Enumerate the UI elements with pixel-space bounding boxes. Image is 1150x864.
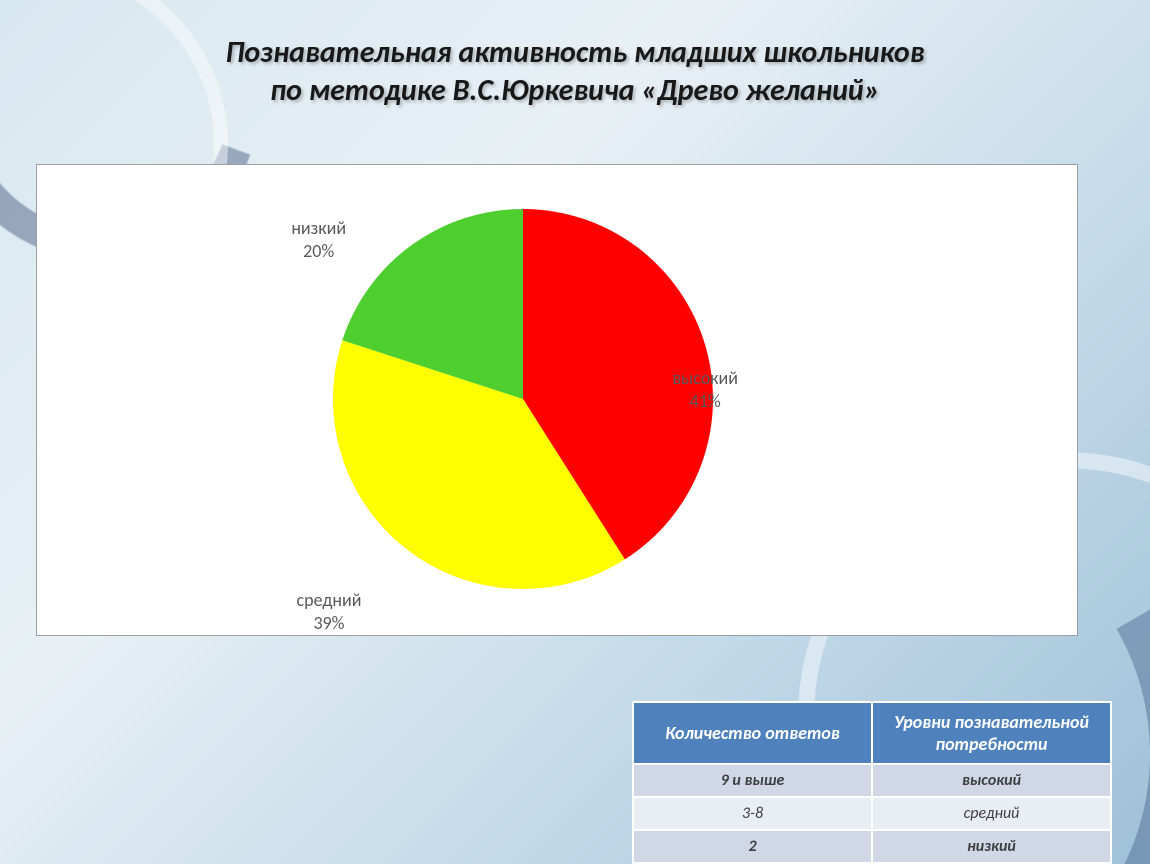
pie-label-низкий: низкий20% [291,217,346,262]
pie-chart [323,199,723,599]
pie-label-средний: средний39% [297,589,362,634]
table-cell: 2 [633,830,872,863]
pie-label-percent: 39% [313,612,344,634]
pie-label-высокий: высокий41% [672,367,738,412]
levels-table: Количество ответовУровни познавательной … [632,701,1112,864]
pie-label-name: низкий [291,217,346,239]
table-header: Уровни познавательной потребности [872,702,1111,764]
table-row: 2низкий [633,830,1111,863]
title-line1: Познавательная активность младших школьн… [225,34,924,71]
pie-chart-panel: высокий41% средний39% низкий20% [36,164,1078,636]
pie-label-name: высокий [672,367,738,389]
table-cell: высокий [872,764,1111,797]
table-cell: низкий [872,830,1111,863]
table-cell: средний [872,797,1111,830]
table-row: 3-8средний [633,797,1111,830]
pie-label-percent: 41% [690,390,721,412]
table-row: 9 и вышевысокий [633,764,1111,797]
table-header: Количество ответов [633,702,872,764]
pie-label-percent: 20% [303,240,334,262]
table-cell: 9 и выше [633,764,872,797]
page-title: Познавательная активность младших школьн… [0,34,1150,109]
pie-label-name: средний [297,589,362,611]
title-line2: по методике В.С.Юркевича «Древо желаний» [270,72,880,109]
table-cell: 3-8 [633,797,872,830]
